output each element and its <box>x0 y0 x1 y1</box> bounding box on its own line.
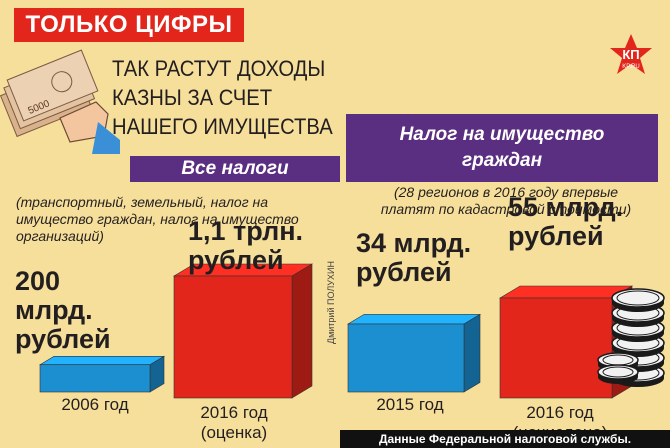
category-label: 2016 год <box>526 403 593 422</box>
bar-front-face <box>39 364 151 393</box>
headline-line: КАЗНЫ ЗА СЧЕТ <box>112 85 273 110</box>
bar-front-face <box>173 275 293 399</box>
category-label: 2006 год <box>61 395 128 414</box>
bar-side-face <box>463 313 481 393</box>
kp-logo: КП KP.RU <box>608 32 654 81</box>
panel-title-line: граждан <box>461 150 543 171</box>
money-hand-illustration: 5000 <box>0 44 120 159</box>
data-label: млрд. <box>15 295 93 325</box>
star-logo-icon: КП KP.RU <box>610 34 652 74</box>
panel-title-line: Налог на имущество <box>399 124 605 145</box>
category-label: (оценка) <box>201 423 267 442</box>
panel-title-property-tax: Налог на имущество граждан <box>346 114 658 182</box>
bar <box>172 263 314 399</box>
coin-stack-illustration <box>597 282 670 397</box>
data-label: рублей <box>188 245 284 275</box>
source-note: Данные Федеральной налоговой службы. <box>340 430 670 448</box>
data-label: 55 млрд. <box>508 192 623 222</box>
panel-title-all-taxes: Все налоги <box>130 156 340 182</box>
data-label: 1,1 трлн. <box>188 216 303 246</box>
bar <box>346 313 482 393</box>
data-label: 200 <box>15 266 60 296</box>
logo-main-text: КП <box>622 47 639 62</box>
data-label: рублей <box>15 324 111 354</box>
note-line: (транспортный, земельный, налог на <box>16 194 268 210</box>
bar-front-face <box>347 323 465 393</box>
data-label: 34 млрд. <box>356 228 471 258</box>
note-line: (28 регионов в 2016 году впервые <box>393 184 619 200</box>
headline-line: ТАК РАСТУТ ДОХОДЫ <box>112 56 326 81</box>
bar-top-face <box>346 314 482 325</box>
panel-note-all-taxes: (транспортный, земельный, налог на имуще… <box>16 194 336 245</box>
note-line: имущество граждан, налог на имущество <box>16 211 299 227</box>
data-label: рублей <box>356 257 452 287</box>
bar <box>38 355 166 393</box>
panel-note-property-tax: (28 регионов в 2016 году впервые платят … <box>356 184 656 218</box>
bar-top-face <box>38 356 166 366</box>
logo-sub-text: KP.RU <box>622 64 640 70</box>
category-label: 2016 год <box>200 403 267 422</box>
headline-line: НАШЕГО ИМУЩЕСТВА <box>112 114 333 139</box>
data-label: рублей <box>508 221 604 251</box>
category-label: 2015 год <box>376 395 443 414</box>
note-line: организаций) <box>16 228 104 244</box>
section-tag: ТОЛЬКО ЦИФРЫ <box>14 8 244 42</box>
photo-credit: Дмитрий ПОЛУХИН <box>326 261 336 344</box>
bar-front-face <box>499 297 613 399</box>
bar-side-face <box>291 263 313 399</box>
note-line: платят по кадастровой стоимости) <box>380 201 632 217</box>
headline: ТАК РАСТУТ ДОХОДЫ КАЗНЫ ЗА СЧЕТ НАШЕГО И… <box>112 54 333 141</box>
